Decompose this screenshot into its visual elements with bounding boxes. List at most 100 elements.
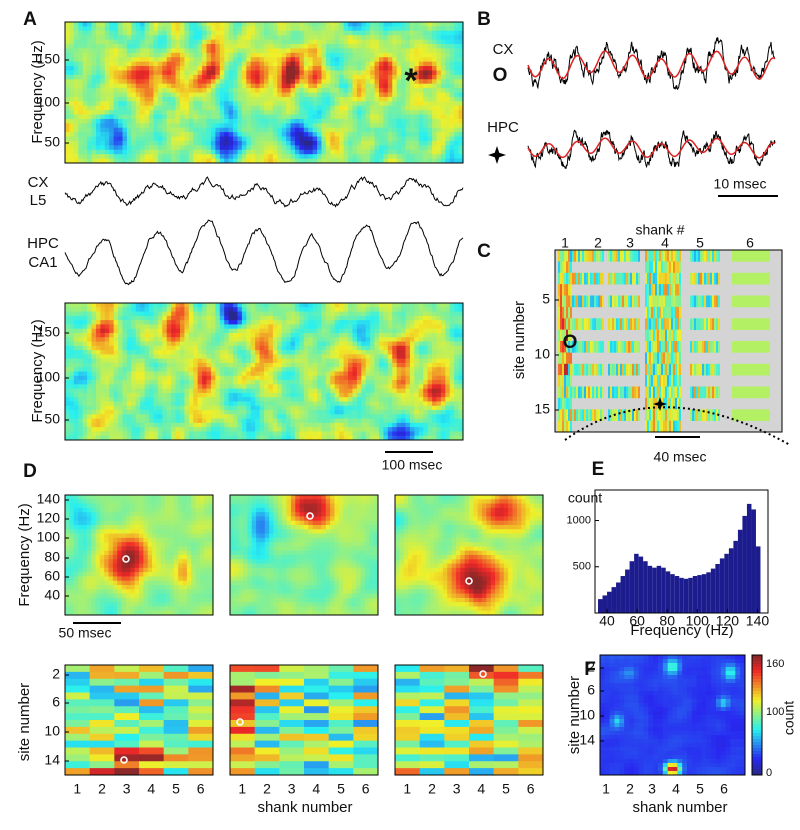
heatmap-cell	[454, 375, 460, 381]
heatmap-cell	[299, 154, 305, 160]
heatmap-cell	[325, 48, 331, 54]
heatmap-cell	[175, 52, 181, 58]
heatmap-cell	[418, 392, 424, 398]
heatmap-cell	[193, 30, 199, 36]
heatmap-cell	[356, 48, 362, 54]
heatmap-cell	[237, 79, 243, 85]
heatmap-cell	[149, 345, 154, 351]
heatmap-cell	[458, 362, 464, 368]
heatmap-cell	[95, 303, 101, 308]
heatmap-cell	[365, 30, 371, 36]
heatmap-cell	[365, 311, 371, 317]
heatmap-cell	[171, 315, 177, 321]
heatmap-cell	[370, 358, 376, 364]
heatmap-cell	[432, 57, 437, 63]
heatmap-cell	[224, 110, 230, 116]
heatmap-cell	[118, 362, 123, 368]
heatmap-cell	[135, 154, 141, 160]
heatmap-cell	[361, 35, 367, 41]
heatmap-cell	[233, 79, 238, 85]
heatmap-cell	[179, 384, 185, 390]
heatmap-cell	[113, 66, 119, 71]
heatmap-cell	[255, 315, 261, 321]
heatmap-cell	[219, 332, 225, 338]
heatmap-cell	[325, 61, 331, 67]
heatmap-cell	[272, 324, 278, 330]
heatmap-cell	[78, 22, 84, 27]
heatmap-cell	[365, 35, 371, 41]
heatmap-cell	[272, 350, 278, 355]
heatmap-cell	[202, 66, 208, 71]
heatmap-cell	[321, 303, 327, 308]
heatmap-cell	[144, 123, 150, 129]
heatmap-cell	[436, 324, 442, 330]
heatmap-cell	[365, 127, 371, 133]
heatmap-cell	[454, 354, 460, 360]
heatmap-cell	[118, 132, 123, 138]
heatmap-cell	[210, 380, 216, 385]
heatmap-cell	[144, 345, 150, 351]
heatmap-cell	[299, 39, 305, 45]
heatmap-cell	[449, 105, 455, 111]
heatmap-cell	[290, 392, 296, 398]
heatmap-cell	[339, 132, 345, 138]
heatmap-cell	[401, 48, 407, 54]
heatmap-cell	[100, 328, 106, 334]
heatmap-cell	[73, 57, 79, 63]
heatmap-cell	[264, 140, 269, 146]
heatmap-cell	[414, 88, 420, 93]
heatmap-cell	[272, 110, 278, 116]
heatmap-cell	[356, 324, 362, 330]
heatmap-cell	[454, 303, 460, 308]
heatmap-cell	[330, 332, 336, 338]
heatmap-cell	[325, 88, 331, 93]
heatmap-cell	[264, 132, 269, 138]
heatmap-cell	[264, 79, 269, 85]
heatmap-cell	[339, 61, 345, 67]
heatmap-cell	[259, 332, 265, 338]
heatmap-cell	[356, 328, 362, 334]
heatmap-cell	[82, 61, 88, 67]
heatmap-cell	[100, 74, 106, 80]
heatmap-cell	[193, 380, 199, 385]
heatmap-cell	[396, 101, 402, 107]
heatmap-cell	[162, 22, 168, 27]
heatmap-cell	[179, 88, 185, 93]
heatmap-cell	[281, 350, 287, 355]
heatmap-cell	[303, 39, 309, 45]
heatmap-cell	[228, 96, 234, 102]
heatmap-cell	[188, 328, 194, 334]
heatmap-cell	[436, 350, 442, 355]
heatmap-cell	[175, 362, 181, 368]
heatmap-cell	[162, 149, 168, 155]
heatmap-cell	[241, 388, 247, 394]
heatmap-cell	[339, 149, 345, 155]
heatmap-cell	[268, 61, 274, 67]
heatmap-cell	[334, 57, 340, 63]
heatmap-cell	[418, 149, 424, 155]
heatmap-cell	[65, 380, 70, 385]
heatmap-cell	[166, 88, 172, 93]
heatmap-cell	[122, 127, 128, 133]
heatmap-cell	[197, 401, 203, 407]
heatmap-cell	[325, 367, 331, 372]
heatmap-cell	[370, 307, 376, 313]
heatmap-cell	[383, 30, 389, 36]
heatmap-cell	[82, 350, 88, 355]
heatmap-cell	[118, 30, 123, 36]
heatmap-cell	[343, 320, 349, 325]
heatmap-cell	[202, 83, 208, 89]
heatmap-cell	[330, 337, 336, 343]
heatmap-cell	[73, 79, 79, 85]
heatmap-cell	[233, 397, 238, 402]
heatmap-cell	[188, 52, 194, 58]
heatmap-cell	[409, 384, 415, 390]
heatmap-cell	[149, 324, 154, 330]
heatmap-cell	[286, 303, 292, 308]
heatmap-cell	[361, 367, 367, 372]
heatmap-cell	[449, 303, 455, 308]
heatmap-cell	[228, 354, 234, 360]
heatmap-cell	[294, 320, 300, 325]
heatmap-cell	[149, 375, 154, 381]
heatmap-cell	[317, 114, 322, 120]
